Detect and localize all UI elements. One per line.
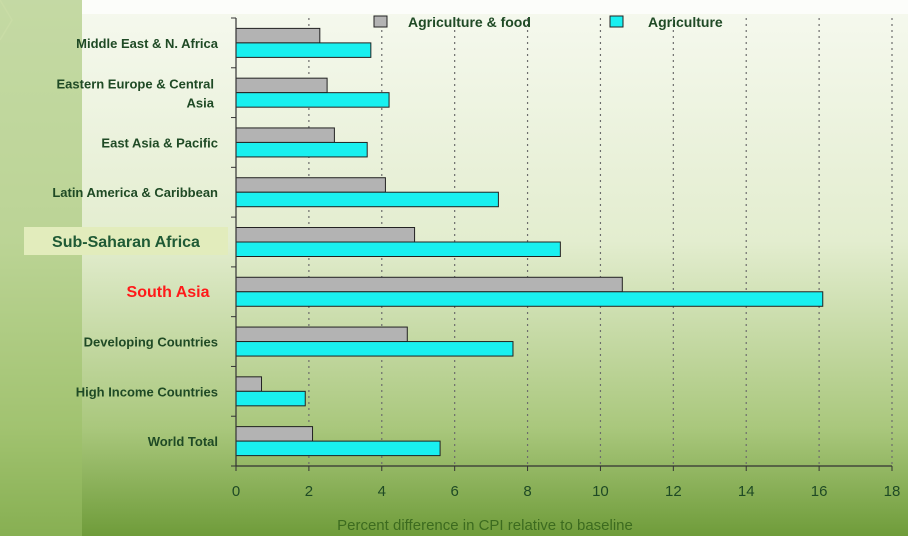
- category-label: Eastern Europe & Central: [57, 77, 215, 92]
- category-label: World Total: [148, 434, 218, 449]
- bar-agriculture-food: [235, 27, 321, 44]
- bar-agriculture-food: [235, 227, 416, 243]
- legend-label: Agriculture: [648, 14, 723, 30]
- bar-agriculture: [235, 141, 368, 158]
- x-tick-label: 2: [305, 483, 313, 500]
- bar-agriculture-food: [235, 77, 328, 94]
- x-axis-title: Percent difference in CPI relative to ba…: [337, 517, 633, 534]
- category-labels: Middle East & N. Africa Eastern Europe & …: [24, 36, 228, 449]
- legend-swatch: [373, 15, 388, 28]
- category-label-highlight-box: [24, 227, 228, 255]
- bar-agriculture: [235, 440, 441, 457]
- category-label: Sub-Saharan Africa: [52, 234, 200, 251]
- bar-agriculture-food: [235, 376, 263, 392]
- bar-agriculture: [235, 291, 824, 307]
- category-label: South Asia: [127, 284, 210, 301]
- bar-agriculture-food: [235, 326, 408, 343]
- category-label: East Asia & Pacific: [101, 135, 218, 150]
- legend-label: Agriculture & food: [408, 14, 531, 30]
- bars: [235, 27, 824, 457]
- x-tick-label: 14: [738, 483, 755, 500]
- legend-swatch: [609, 15, 624, 28]
- bar-agriculture: [235, 390, 306, 407]
- corner-decoration: [0, 0, 13, 41]
- legend: Agriculture & food Agriculture: [373, 14, 723, 30]
- bar-agriculture: [235, 241, 561, 257]
- bar-agriculture: [235, 92, 390, 108]
- left-band: [0, 0, 82, 536]
- bar-agriculture: [235, 341, 514, 357]
- bar-agriculture-food: [235, 276, 623, 293]
- category-label: Latin America & Caribbean: [52, 185, 218, 200]
- x-tick-labels: 0 2 4 6 8 10 12 14 16 18: [232, 483, 901, 500]
- axes: [231, 17, 893, 471]
- category-label: High Income Countries: [76, 384, 218, 399]
- category-label-continued: Asia: [187, 96, 215, 111]
- bar-agriculture: [235, 191, 499, 208]
- x-tick-label: 6: [450, 483, 458, 500]
- x-tick-label: 4: [378, 483, 386, 500]
- x-tick-label: 10: [592, 483, 609, 500]
- category-label: Middle East & N. Africa: [76, 36, 219, 51]
- x-tick-label: 0: [232, 483, 240, 500]
- bar-agriculture-food: [235, 426, 314, 442]
- bar-agriculture-food: [235, 127, 335, 143]
- x-tick-label: 8: [523, 483, 531, 500]
- top-band: [82, 0, 908, 14]
- x-tick-label: 18: [884, 483, 901, 500]
- category-label: Developing Countries: [84, 335, 218, 350]
- bar-agriculture-food: [235, 177, 386, 193]
- bar-agriculture: [235, 42, 372, 58]
- x-tick-label: 16: [811, 483, 828, 500]
- x-tick-label: 12: [665, 483, 682, 500]
